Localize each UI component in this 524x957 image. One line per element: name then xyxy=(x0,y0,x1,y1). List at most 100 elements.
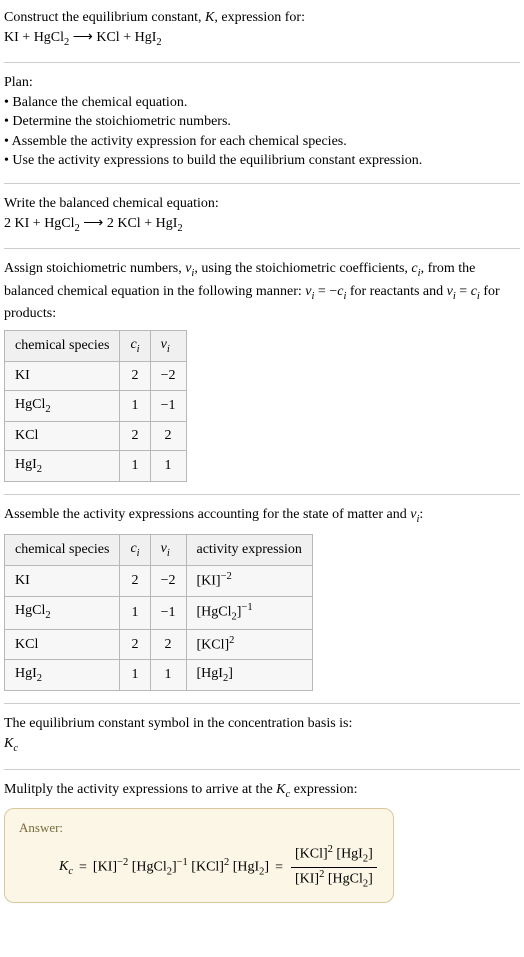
plus: + xyxy=(120,30,135,45)
table-row: HgCl21−1 xyxy=(5,390,187,421)
text: Mulitply the activity expressions to arr… xyxy=(4,782,276,797)
header-K: K xyxy=(205,10,214,25)
term: [HgCl xyxy=(132,859,167,874)
arrow: ⟶ xyxy=(80,216,107,231)
table-row: HgCl21−1[HgCl2]−1 xyxy=(5,596,313,629)
stoich-text: Assign stoichiometric numbers, νi, using… xyxy=(4,259,520,324)
close: ] xyxy=(368,872,373,887)
plus: + xyxy=(29,216,44,231)
sub: i xyxy=(167,548,170,559)
term: [KCl] xyxy=(191,859,224,874)
term: [KCl] xyxy=(295,847,328,862)
symbol-section: The equilibrium constant symbol in the c… xyxy=(4,714,520,756)
K: K xyxy=(276,782,285,797)
cell-species: HgCl2 xyxy=(5,390,120,421)
sup: −1 xyxy=(177,857,188,868)
sub: 2 xyxy=(37,464,42,475)
kc-lhs: Kc xyxy=(59,857,73,879)
base: [HgI xyxy=(197,666,223,681)
col-nu: νi xyxy=(150,330,186,361)
text: Assign stoichiometric numbers, xyxy=(4,261,185,276)
cell-species: HgI2 xyxy=(5,450,120,481)
coef: 2 xyxy=(107,216,118,231)
cell-nu: −1 xyxy=(150,390,186,421)
plan-item: Balance the chemical equation. xyxy=(4,93,520,113)
stoich-section: Assign stoichiometric numbers, νi, using… xyxy=(4,259,520,482)
answer-box: Answer: Kc = [KI]−2 [HgCl2]−1 [KCl]2 [Hg… xyxy=(4,808,394,903)
close: ] xyxy=(228,666,233,681)
cell-species: HgCl2 xyxy=(5,596,120,629)
sub: i xyxy=(137,343,140,354)
header-text-1: Construct the equilibrium constant, xyxy=(4,10,205,25)
cell-c: 1 xyxy=(120,596,150,629)
col-activity: activity expression xyxy=(186,534,312,565)
unbalanced-equation: KI + HgCl2 ⟶ KCl + HgI2 xyxy=(4,30,162,45)
base: [HgCl xyxy=(197,604,232,619)
plus: + xyxy=(141,216,156,231)
table-row: HgI211[HgI2] xyxy=(5,659,313,690)
col-species: chemical species xyxy=(5,330,120,361)
col-nu: νi xyxy=(150,534,186,565)
activity-table: chemical species ci νi activity expressi… xyxy=(4,534,313,692)
plan-list: Balance the chemical equation. Determine… xyxy=(4,93,520,171)
expanded-terms: [KI]−2 [HgCl2]−1 [KCl]2 [HgI2] xyxy=(93,856,269,880)
product-2: HgI xyxy=(135,30,157,45)
col-c: ci xyxy=(120,534,150,565)
cell-c: 2 xyxy=(120,362,150,391)
cell-act: [HgCl2]−1 xyxy=(186,596,312,629)
close: ] xyxy=(264,859,269,874)
sp: HgI xyxy=(15,666,37,681)
sub: 2 xyxy=(156,36,161,47)
activity-label: Assemble the activity expressions accoun… xyxy=(4,505,520,527)
sub: 2 xyxy=(37,673,42,684)
cell-c: 2 xyxy=(120,422,150,451)
activity-section: Assemble the activity expressions accoun… xyxy=(4,505,520,691)
denominator: [KI]2 [HgCl2] xyxy=(291,868,377,892)
cell-nu: −1 xyxy=(150,596,186,629)
term: [KI] xyxy=(295,872,319,887)
sp: KCl xyxy=(15,637,38,652)
cell-species: KCl xyxy=(5,629,120,659)
base: [KCl] xyxy=(197,637,230,652)
plus: + xyxy=(19,30,34,45)
sup: −2 xyxy=(117,857,128,868)
sub: c xyxy=(13,743,18,754)
divider xyxy=(4,769,520,770)
coef: 2 xyxy=(4,216,15,231)
term: [KI] xyxy=(93,859,117,874)
text: expression: xyxy=(290,782,357,797)
text: Assemble the activity expressions accoun… xyxy=(4,507,410,522)
multiply-section: Mulitply the activity expressions to arr… xyxy=(4,780,520,904)
col-species: chemical species xyxy=(5,534,120,565)
divider xyxy=(4,494,520,495)
col-c: ci xyxy=(120,330,150,361)
K: K xyxy=(59,859,68,874)
sub: i xyxy=(137,548,140,559)
sup: −1 xyxy=(241,602,252,613)
plan-item: Use the activity expressions to build th… xyxy=(4,151,520,171)
table-row: KI2−2[KI]−2 xyxy=(5,566,313,596)
term: [HgI xyxy=(336,847,362,862)
balanced-section: Write the balanced chemical equation: 2 … xyxy=(4,194,520,236)
eq: = − xyxy=(314,284,337,299)
table-header-row: chemical species ci νi xyxy=(5,330,187,361)
table-row: KCl22[KCl]2 xyxy=(5,629,313,659)
header-text-2: , expression for: xyxy=(214,10,305,25)
cell-c: 2 xyxy=(120,566,150,596)
product-2: HgI xyxy=(156,216,178,231)
arrow: ⟶ xyxy=(69,30,96,45)
sp: KI xyxy=(15,573,30,588)
divider xyxy=(4,62,520,63)
sub: 2 xyxy=(45,404,50,415)
sp: HgI xyxy=(15,457,37,472)
table-header-row: chemical species ci νi activity expressi… xyxy=(5,534,313,565)
cell-nu: 1 xyxy=(150,659,186,690)
sub: i xyxy=(167,343,170,354)
equals: = xyxy=(275,858,283,878)
plan-section: Plan: Balance the chemical equation. Det… xyxy=(4,73,520,171)
term: [HgCl xyxy=(328,872,363,887)
cell-act: [HgI2] xyxy=(186,659,312,690)
sp: HgCl xyxy=(15,603,45,618)
product-1: KCl xyxy=(117,216,140,231)
divider xyxy=(4,703,520,704)
